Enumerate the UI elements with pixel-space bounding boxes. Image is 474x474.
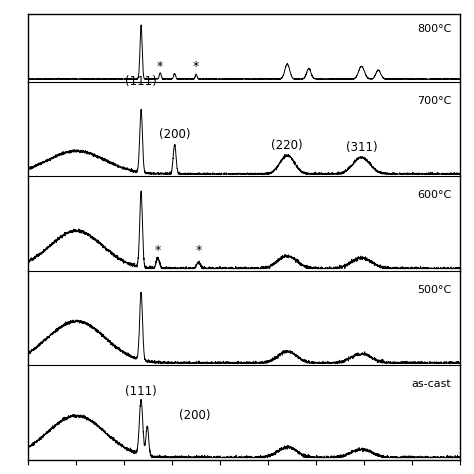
Text: *: *	[193, 60, 199, 73]
Text: 800°C: 800°C	[417, 24, 451, 34]
Text: (220): (220)	[272, 139, 303, 152]
Text: (200): (200)	[159, 128, 191, 141]
Text: *: *	[195, 244, 202, 257]
Text: *: *	[157, 60, 164, 73]
Text: 600°C: 600°C	[417, 191, 451, 201]
Text: (200): (200)	[179, 409, 211, 422]
Text: (111): (111)	[125, 385, 157, 398]
Text: (111): (111)	[125, 75, 157, 88]
Text: 500°C: 500°C	[417, 285, 451, 295]
Text: 700°C: 700°C	[417, 96, 451, 106]
Text: as-cast: as-cast	[411, 380, 451, 390]
Text: *: *	[155, 244, 161, 257]
Text: (311): (311)	[346, 141, 377, 154]
